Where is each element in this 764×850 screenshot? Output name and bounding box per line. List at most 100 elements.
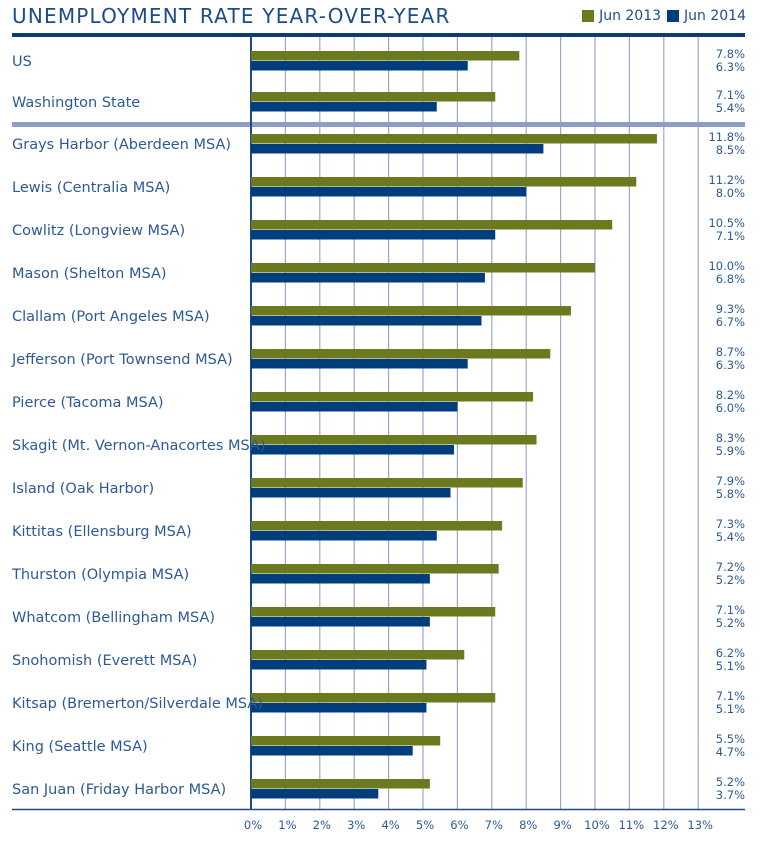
value-label-jun-2014: 4.7% xyxy=(716,745,745,759)
legend-label-jun-2013: Jun 2013 xyxy=(599,8,662,24)
value-label-jun-2014: 8.0% xyxy=(716,186,745,200)
category-label: Kittitas (Ellensburg MSA) xyxy=(12,524,192,540)
top-rule xyxy=(12,33,745,37)
chart-title: UNEMPLOYMENT RATE YEAR-OVER-YEAR xyxy=(12,4,451,28)
bar-jun-2013 xyxy=(251,134,657,144)
bar-jun-2013 xyxy=(251,521,503,531)
value-label-jun-2013: 7.9% xyxy=(716,474,745,488)
legend-label-jun-2014: Jun 2014 xyxy=(684,8,746,24)
category-label: Thurston (Olympia MSA) xyxy=(11,567,189,583)
category-label: Kitsap (Bremerton/Silverdale MSA) xyxy=(12,696,263,712)
value-label-jun-2014: 6.3% xyxy=(716,60,745,74)
bar-jun-2014 xyxy=(251,359,468,369)
category-label: Skagit (Mt. Vernon-Anacortes MSA) xyxy=(12,438,266,454)
bar-jun-2014 xyxy=(251,187,527,197)
bar-jun-2014 xyxy=(251,273,485,283)
category-label: San Juan (Friday Harbor MSA) xyxy=(12,782,226,798)
bar-jun-2014 xyxy=(251,61,468,71)
x-tick-label: 11% xyxy=(619,818,645,832)
category-label: US xyxy=(12,54,32,70)
x-tick-label: 4% xyxy=(381,818,399,832)
legend: Jun 2013 Jun 2014 xyxy=(576,8,746,24)
category-label: Clallam (Port Angeles MSA) xyxy=(12,309,210,325)
value-label-jun-2013: 7.1% xyxy=(716,689,745,703)
value-label-jun-2014: 8.5% xyxy=(716,143,745,157)
bar-jun-2013 xyxy=(251,736,441,746)
x-tick-label: 8% xyxy=(519,818,537,832)
category-label: Whatcom (Bellingham MSA) xyxy=(12,610,215,626)
value-label-jun-2014: 5.9% xyxy=(716,444,745,458)
value-label-jun-2014: 6.3% xyxy=(716,358,745,372)
value-label-jun-2014: 5.1% xyxy=(716,702,745,716)
value-label-jun-2013: 7.1% xyxy=(716,88,745,102)
value-label-jun-2013: 10.5% xyxy=(708,216,745,230)
category-label: Grays Harbor (Aberdeen MSA) xyxy=(12,137,231,153)
category-label: Mason (Shelton MSA) xyxy=(12,266,167,282)
bar-jun-2014 xyxy=(251,789,379,799)
bar-jun-2013 xyxy=(251,177,637,187)
category-label: Pierce (Tacoma MSA) xyxy=(12,395,164,411)
x-tick-label: 13% xyxy=(687,818,713,832)
group-separator xyxy=(12,122,745,127)
value-label-jun-2014: 6.0% xyxy=(716,401,745,415)
x-tick-label: 6% xyxy=(450,818,468,832)
value-label-jun-2013: 9.3% xyxy=(716,302,745,316)
bar-jun-2014 xyxy=(251,746,413,756)
value-label-jun-2014: 5.2% xyxy=(716,573,745,587)
bar-jun-2014 xyxy=(251,531,437,541)
category-label: Lewis (Centralia MSA) xyxy=(12,180,170,196)
bar-jun-2013 xyxy=(251,220,613,230)
bar-jun-2013 xyxy=(251,349,551,359)
x-tick-label: 10% xyxy=(584,818,610,832)
x-tick-label: 2% xyxy=(313,818,331,832)
bar-jun-2014 xyxy=(251,617,430,627)
bar-jun-2014 xyxy=(251,316,482,326)
bar-jun-2013 xyxy=(251,392,534,402)
bar-jun-2013 xyxy=(251,564,499,574)
value-label-jun-2013: 7.3% xyxy=(716,517,745,531)
bar-jun-2013 xyxy=(251,693,496,703)
value-label-jun-2013: 8.3% xyxy=(716,431,745,445)
bar-jun-2013 xyxy=(251,51,520,61)
bar-jun-2014 xyxy=(251,445,454,455)
legend-item-jun-2013: Jun 2013 xyxy=(582,8,661,24)
value-label-jun-2014: 5.2% xyxy=(716,616,745,630)
value-label-jun-2014: 7.1% xyxy=(716,229,745,243)
bar-jun-2013 xyxy=(251,607,496,617)
category-label: Island (Oak Harbor) xyxy=(12,481,154,497)
value-label-jun-2013: 5.2% xyxy=(716,775,745,789)
bar-jun-2013 xyxy=(251,478,523,488)
bar-jun-2013 xyxy=(251,92,496,102)
category-label: Washington State xyxy=(12,95,140,111)
bar-jun-2013 xyxy=(251,263,595,273)
value-label-jun-2014: 5.8% xyxy=(716,487,745,501)
bar-jun-2014 xyxy=(251,102,437,112)
category-label: King (Seattle MSA) xyxy=(12,739,148,755)
value-label-jun-2014: 5.4% xyxy=(716,101,745,115)
value-label-jun-2014: 3.7% xyxy=(716,788,745,802)
value-label-jun-2013: 7.8% xyxy=(716,47,745,61)
value-label-jun-2013: 8.2% xyxy=(716,388,745,402)
x-tick-label: 12% xyxy=(653,818,679,832)
value-label-jun-2013: 11.8% xyxy=(708,130,745,144)
legend-swatch-jun-2014 xyxy=(667,10,680,22)
x-tick-label: 3% xyxy=(347,818,365,832)
bar-jun-2014 xyxy=(251,144,544,154)
x-tick-label: 0% xyxy=(244,818,262,832)
bar-jun-2014 xyxy=(251,660,427,670)
value-label-jun-2014: 6.7% xyxy=(716,315,745,329)
bar-jun-2014 xyxy=(251,402,458,412)
category-label: Cowlitz (Longview MSA) xyxy=(12,223,185,239)
bar-jun-2014 xyxy=(251,574,430,584)
value-label-jun-2013: 11.2% xyxy=(708,173,745,187)
category-label: Snohomish (Everett MSA) xyxy=(12,653,197,669)
category-label: Jefferson (Port Townsend MSA) xyxy=(11,352,233,368)
value-label-jun-2014: 6.8% xyxy=(716,272,745,286)
value-label-jun-2013: 10.0% xyxy=(708,259,745,273)
value-label-jun-2014: 5.4% xyxy=(716,530,745,544)
value-label-jun-2014: 5.1% xyxy=(716,659,745,673)
x-tick-label: 5% xyxy=(416,818,434,832)
value-label-jun-2013: 5.5% xyxy=(716,732,745,746)
legend-swatch-jun-2013 xyxy=(582,10,595,22)
